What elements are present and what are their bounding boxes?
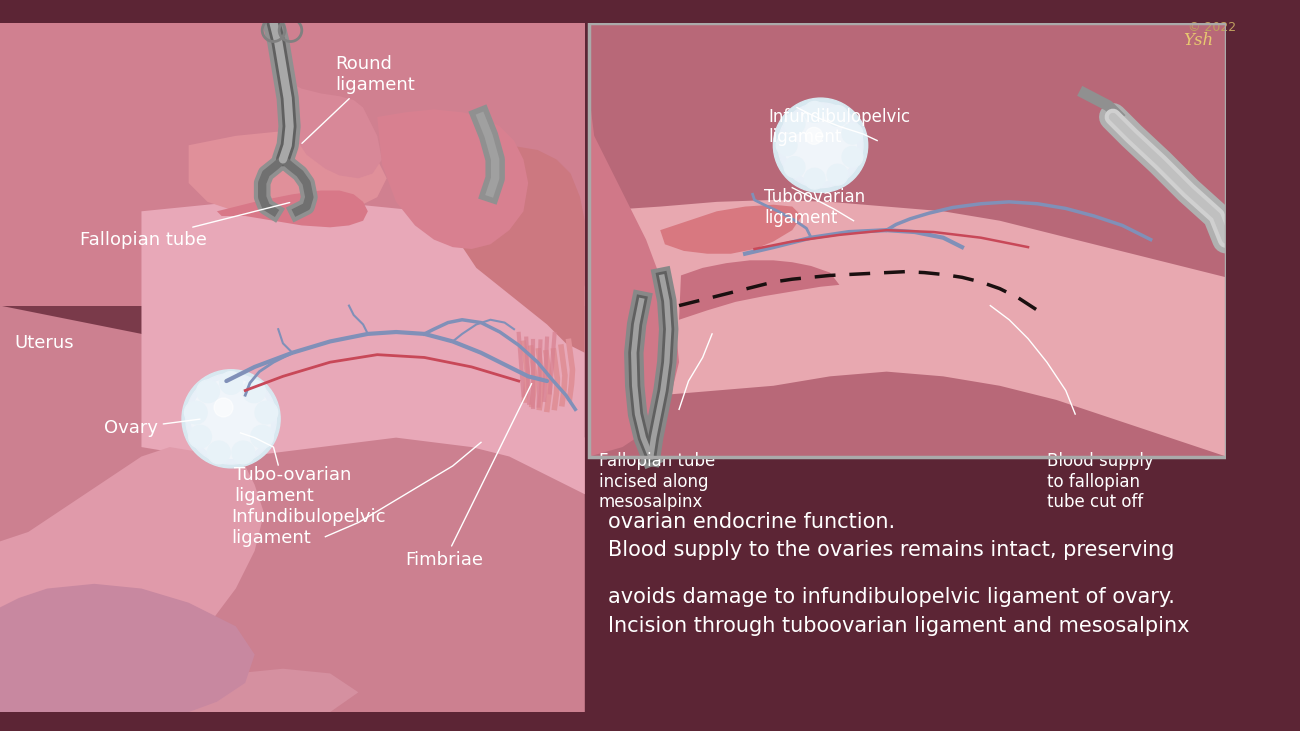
Polygon shape — [585, 23, 1226, 712]
Circle shape — [255, 401, 278, 424]
Circle shape — [784, 156, 805, 178]
Polygon shape — [0, 23, 585, 306]
Circle shape — [774, 98, 867, 192]
Polygon shape — [283, 79, 382, 178]
Polygon shape — [0, 306, 585, 712]
Circle shape — [251, 425, 273, 448]
Circle shape — [182, 370, 280, 468]
Circle shape — [188, 425, 212, 448]
Circle shape — [785, 110, 857, 181]
Polygon shape — [188, 131, 386, 216]
Circle shape — [842, 124, 863, 144]
Text: Blood supply to the ovaries remains intact, preserving: Blood supply to the ovaries remains inta… — [608, 540, 1175, 560]
Bar — [589, 23, 1226, 456]
Bar — [589, 23, 1226, 456]
Text: Tuboovarian
ligament: Tuboovarian ligament — [764, 188, 865, 227]
Circle shape — [196, 380, 220, 403]
Text: Infundibulopelvic
ligament: Infundibulopelvic ligament — [231, 508, 386, 548]
Circle shape — [214, 398, 233, 417]
Polygon shape — [660, 205, 802, 254]
Text: Blood supply
to fallopian
tube cut off: Blood supply to fallopian tube cut off — [1046, 452, 1153, 512]
Polygon shape — [452, 145, 585, 353]
Text: Fallopian tube: Fallopian tube — [81, 202, 290, 249]
Polygon shape — [679, 260, 840, 319]
Circle shape — [185, 401, 207, 424]
Polygon shape — [95, 669, 359, 712]
Circle shape — [805, 168, 826, 189]
Polygon shape — [377, 110, 528, 249]
Circle shape — [191, 379, 270, 458]
Circle shape — [779, 103, 863, 188]
Circle shape — [776, 135, 797, 156]
Text: Ysh: Ysh — [1184, 32, 1214, 49]
Circle shape — [806, 127, 823, 144]
Circle shape — [186, 374, 277, 464]
Text: Ovary: Ovary — [104, 419, 200, 437]
Circle shape — [231, 441, 255, 463]
Circle shape — [208, 441, 230, 463]
Circle shape — [784, 113, 805, 134]
Text: Round
ligament: Round ligament — [302, 55, 415, 143]
Circle shape — [842, 146, 863, 167]
Circle shape — [827, 105, 848, 126]
Text: Infundibulopelvic
ligament: Infundibulopelvic ligament — [768, 107, 911, 146]
Text: Uterus: Uterus — [14, 334, 74, 352]
Polygon shape — [589, 98, 679, 456]
Text: Fallopian tube
incised along
mesosalpinx: Fallopian tube incised along mesosalpinx — [599, 452, 715, 512]
Circle shape — [243, 380, 265, 403]
Polygon shape — [0, 584, 255, 712]
Polygon shape — [0, 447, 264, 712]
Text: ovarian endocrine function.: ovarian endocrine function. — [608, 512, 896, 532]
Polygon shape — [589, 200, 1226, 456]
Circle shape — [805, 102, 826, 122]
Text: Tubo-ovarian
ligament: Tubo-ovarian ligament — [234, 466, 351, 504]
Circle shape — [827, 164, 848, 185]
Circle shape — [220, 371, 242, 394]
Polygon shape — [142, 200, 585, 494]
Text: avoids damage to infundibulopelvic ligament of ovary.: avoids damage to infundibulopelvic ligam… — [608, 588, 1175, 607]
Text: © 2022: © 2022 — [1188, 21, 1236, 34]
Polygon shape — [217, 191, 368, 227]
Polygon shape — [0, 23, 585, 712]
Text: Incision through tuboovarian ligament and mesosalpinx: Incision through tuboovarian ligament an… — [608, 616, 1190, 636]
Text: Fimbriae: Fimbriae — [406, 384, 532, 569]
